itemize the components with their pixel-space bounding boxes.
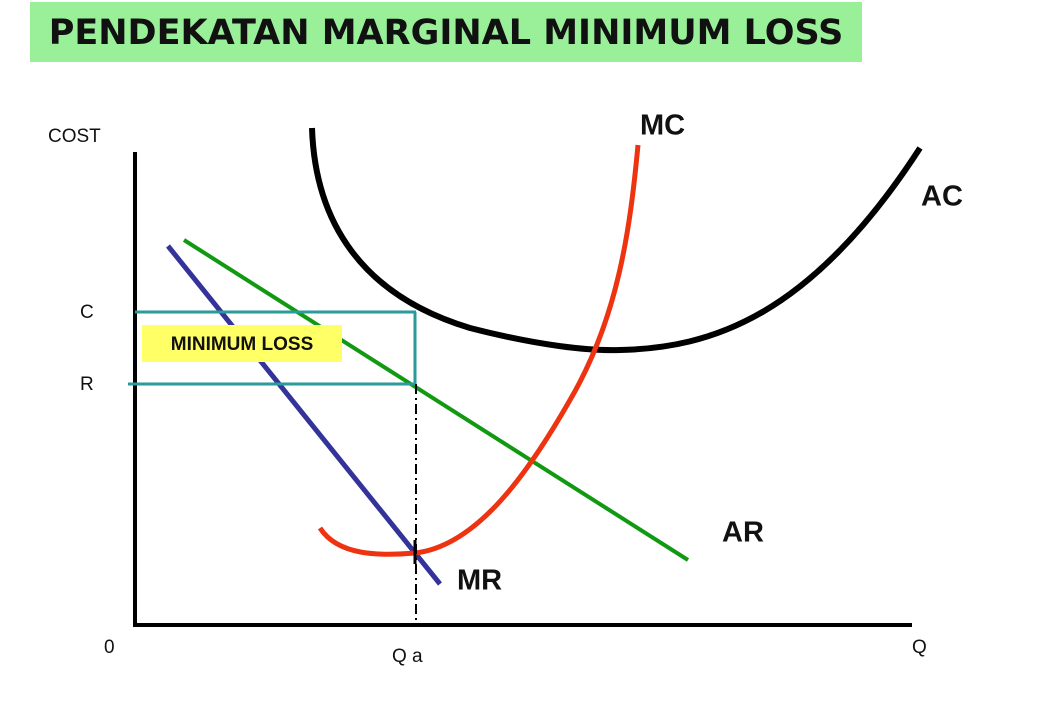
loss-box [128,310,417,386]
mr-line [166,244,442,586]
mr-label: MR [457,565,502,597]
title: PENDEKATAN MARGINAL MINIMUM LOSS [49,13,844,53]
title-box [30,2,862,62]
mc-curve [317,144,641,557]
x-axis-label: Q [912,637,927,658]
ar-line [182,238,690,562]
mc-label: MC [640,110,685,142]
r-label: R [80,374,94,395]
ac-label: AC [921,181,963,213]
c-label: C [80,302,94,323]
annotation: MINIMUM LOSS [171,334,314,355]
qa-label: Q a [392,646,423,667]
ar-label: AR [722,517,764,549]
origin-label: 0 [104,637,115,658]
ac-curve [309,127,923,354]
annotation-box [142,325,342,362]
y-axis-label: COST [48,126,101,147]
